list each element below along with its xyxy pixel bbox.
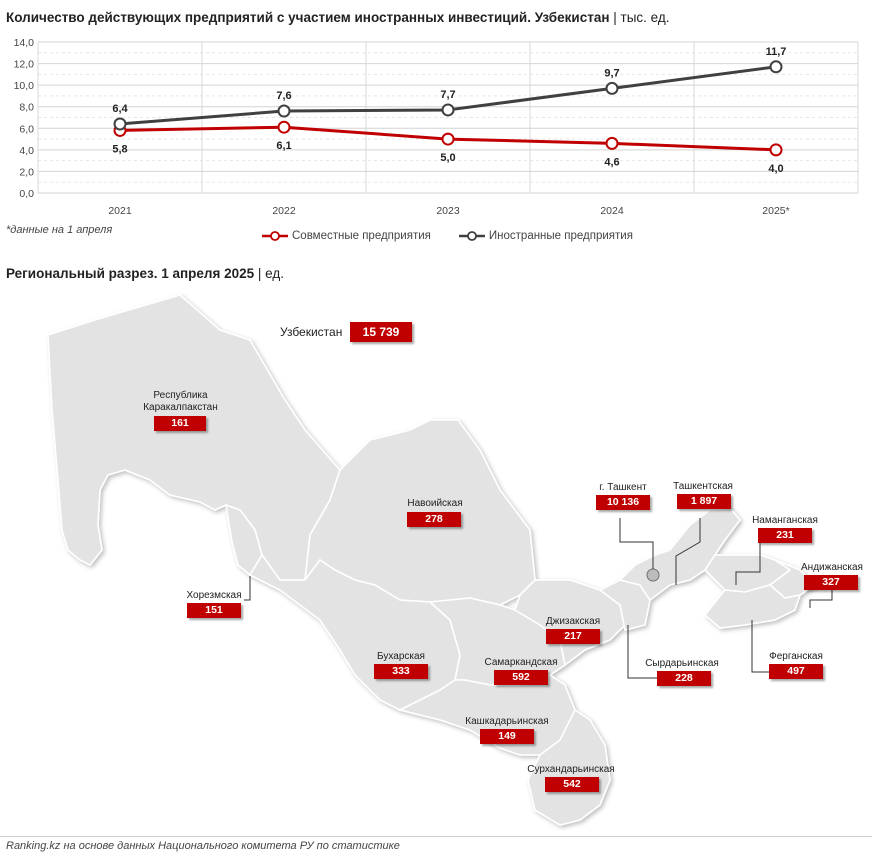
- region-label-khorezm: Хорезмская: [186, 590, 242, 601]
- region-label-namangan: Наманганская: [752, 515, 818, 526]
- region-badge-navoi: 278: [407, 512, 461, 527]
- region-badge-khorezm: 151: [187, 603, 241, 618]
- tashkent-city-marker: [646, 568, 660, 582]
- legend-marker-joint: [262, 231, 288, 241]
- data-label-joint: 5,8: [112, 143, 127, 155]
- y-tick-label: 10,0: [14, 80, 35, 92]
- series-point-1: [113, 117, 127, 131]
- legend-marker-foreign: [458, 231, 485, 241]
- chart-axes: 0,0 2,0 4,0 6,0 8,0 10,0 12,0 14,0 2021 2022 2023 2…: [14, 37, 790, 217]
- series-point-0: [277, 120, 291, 134]
- series-point-0: [769, 143, 783, 157]
- region-label-bukhara: Бухарская: [377, 651, 425, 662]
- region-label-tashkent-city: г. Ташкент: [599, 482, 647, 493]
- region-badge-tashkent-region: 1 897: [677, 494, 731, 509]
- region-badge-tashkent-city: 10 136: [596, 495, 650, 510]
- region-label-navoi: Навоийская: [407, 498, 463, 509]
- footer-divider: [0, 836, 872, 837]
- region-badge-bukhara: 333: [374, 664, 428, 679]
- y-tick-label: 12,0: [14, 59, 35, 71]
- chart-grid: [37, 41, 859, 194]
- x-tick-label: 2023: [436, 205, 460, 217]
- region-badge-fergana: 497: [769, 664, 823, 679]
- region-badge-karakalpakstan: 161: [154, 416, 206, 431]
- region-label-surkhandarya: Сурхандарьинская: [527, 764, 615, 775]
- y-tick-label: 8,0: [19, 102, 34, 114]
- region-badge-kashkadarya: 149: [480, 729, 534, 744]
- legend-item-joint: Совместные предприятия: [262, 230, 431, 242]
- x-tick-label: 2022: [272, 205, 296, 217]
- y-tick-label: 2,0: [19, 166, 34, 178]
- region-badge-jizzakh: 217: [546, 629, 600, 644]
- region-label-andijan: Андижанская: [801, 562, 863, 573]
- legend-label-foreign: Иностранные предприятия: [488, 230, 633, 242]
- region-label-fergana: Ферганская: [769, 651, 823, 662]
- region-badge-samarkand: 592: [494, 670, 548, 685]
- leader-lines: [244, 518, 833, 679]
- series-point-0: [605, 136, 619, 150]
- data-label-joint: 6,1: [276, 140, 291, 152]
- region-badge-namangan: 231: [758, 528, 812, 543]
- line-chart: 0,0 2,0 4,0 6,0 8,0 10,0 12,0 14,0 2021 2022 2023 2…: [14, 37, 859, 217]
- region-karakalpakstan: [47, 294, 341, 581]
- data-label-foreign: 6,4: [112, 103, 128, 115]
- y-tick-label: 14,0: [14, 37, 35, 49]
- data-label-foreign: 11,7: [766, 46, 787, 58]
- region-label-kashkadarya: Кашкадарьинская: [465, 716, 549, 727]
- series-point-1: [277, 104, 291, 118]
- data-label-foreign: 7,6: [276, 90, 291, 102]
- data-label-joint: 5,0: [440, 152, 455, 164]
- region-label-karakalpakstan: Республика Каракалпакстан: [143, 390, 218, 413]
- series-point-1: [441, 103, 455, 117]
- series-point-0: [441, 132, 455, 146]
- chart-data-labels: 5,8 6,1 5,0 4,6 4,0 6,4 7,6 7,7 9,7 11,7: [112, 46, 786, 175]
- region-fergana: [703, 584, 802, 629]
- region-label-syrdarya: Сырдарьинская: [645, 658, 719, 669]
- chart-legend: Совместные предприятия Иностранные предп…: [262, 230, 633, 242]
- region-badge-syrdarya: 228: [657, 671, 711, 686]
- x-tick-label: 2021: [108, 205, 132, 217]
- series-point-1: [605, 81, 619, 95]
- uzbekistan-map: [47, 294, 833, 826]
- data-label-joint: 4,6: [604, 156, 619, 168]
- region-label-jizzakh: Джизакская: [545, 616, 601, 627]
- series-point-1: [769, 60, 783, 74]
- y-tick-label: 4,0: [19, 145, 34, 157]
- region-label-tashkent-region: Ташкентская: [673, 481, 733, 492]
- data-label-foreign: 9,7: [604, 67, 619, 79]
- data-label-joint: 4,0: [768, 163, 783, 175]
- region-label-samarkand: Самаркандская: [484, 657, 558, 668]
- legend-label-joint: Совместные предприятия: [292, 230, 431, 242]
- region-badge-andijan: 327: [804, 575, 858, 590]
- chart-series: [113, 60, 783, 157]
- region-badge-surkhandarya: 542: [545, 777, 599, 792]
- x-tick-label: 2025*: [762, 205, 789, 217]
- legend-item-foreign: Иностранные предприятия: [458, 230, 633, 242]
- source-note: Ranking.kz на основе данных Национальног…: [6, 840, 400, 852]
- regional-title-unit: | ед.: [257, 266, 284, 281]
- chart-title: Количество действующих предприятий с уча…: [6, 10, 670, 25]
- region-surkhandarya: [527, 708, 611, 826]
- chart-title-unit: | тыс. ед.: [613, 10, 670, 25]
- regional-title-text: Региональный разрез. 1 апреля 2025: [6, 266, 255, 281]
- y-tick-label: 6,0: [19, 123, 34, 135]
- data-label-foreign: 7,7: [440, 89, 455, 101]
- regional-title: Региональный разрез. 1 апреля 2025 | ед.: [6, 266, 284, 281]
- country-value-badge: 15 739: [350, 322, 412, 342]
- y-tick-label: 0,0: [19, 188, 34, 200]
- x-tick-label: 2024: [600, 205, 624, 217]
- country-label: Узбекистан: [280, 325, 343, 339]
- footnote: *данные на 1 апреля: [6, 224, 113, 236]
- chart-title-text: Количество действующих предприятий с уча…: [6, 10, 610, 25]
